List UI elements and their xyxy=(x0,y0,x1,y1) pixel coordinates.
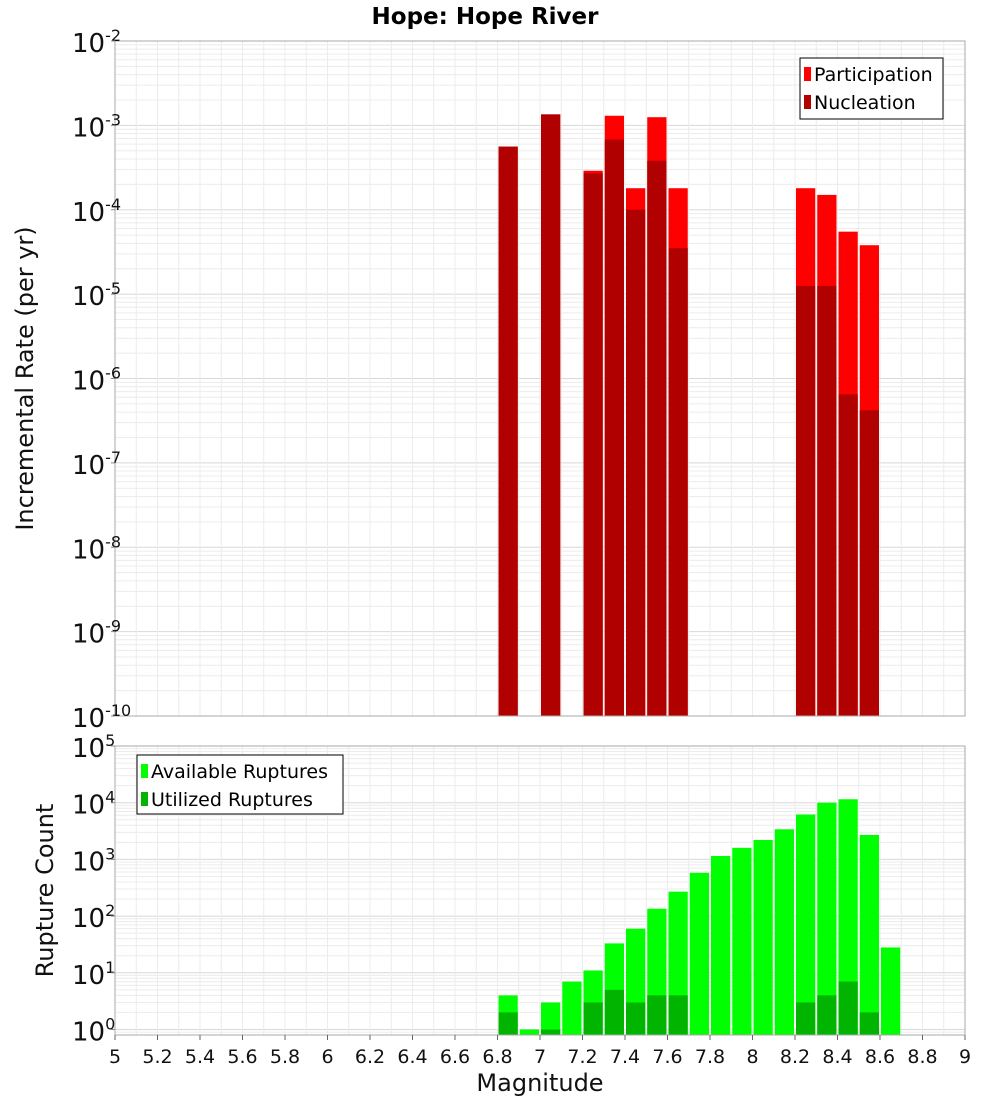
y-tick-label: 103 xyxy=(72,844,115,877)
bar-available-ruptures xyxy=(796,814,816,1035)
x-tick-label: 8.6 xyxy=(865,1046,895,1068)
y-tick-label: 10-3 xyxy=(72,110,121,143)
bar-utilized-ruptures xyxy=(604,989,624,1035)
legend-swatch xyxy=(141,792,148,806)
y-tick-labels: 100 101 102 103 104 105 xyxy=(72,731,115,1048)
legend-box xyxy=(799,57,944,120)
bar-utilized-ruptures xyxy=(626,1002,646,1035)
bar-available-ruptures xyxy=(732,847,752,1035)
y-tick-label: 10-4 xyxy=(72,195,121,228)
y-axis-title: Incremental Rate (per yr) xyxy=(11,226,39,530)
bar-nucleation xyxy=(859,410,879,716)
legend-label: Available Ruptures xyxy=(151,761,328,783)
bar-available-ruptures xyxy=(859,834,879,1035)
x-tick-label: 8 xyxy=(746,1046,758,1068)
x-tick-label: 7.6 xyxy=(652,1046,682,1068)
legend: Participation Nucleation xyxy=(799,57,944,120)
y-tick-label: 102 xyxy=(72,901,115,934)
grid xyxy=(114,40,966,717)
bar-utilized-ruptures xyxy=(817,995,837,1035)
x-tick-label: 5.6 xyxy=(227,1046,257,1068)
bar-nucleation xyxy=(626,209,646,716)
y-axis-title: Rupture Count xyxy=(31,804,59,978)
y-tick-label: 105 xyxy=(72,731,115,764)
x-tick-label: 8.8 xyxy=(907,1046,937,1068)
y-tick-label: 10-5 xyxy=(72,279,121,312)
legend-label: Participation xyxy=(814,64,933,86)
bar-nucleation xyxy=(817,285,837,716)
chart-title: Hope: Hope River xyxy=(372,4,600,30)
legend-swatch xyxy=(141,764,148,778)
x-tick-labels: 5 5.2 5.4 5.6 5.8 6 6.2 6.4 6.6 6.8 7 7.2 7.4 7.6 7.8 8… xyxy=(109,1035,971,1068)
legend-swatch xyxy=(804,95,811,109)
bar-nucleation xyxy=(583,173,603,716)
bar-utilized-ruptures xyxy=(541,1029,561,1035)
legend-label: Utilized Ruptures xyxy=(151,789,313,811)
y-tick-label: 10-6 xyxy=(72,364,121,397)
bar-available-ruptures xyxy=(562,981,582,1035)
x-tick-label: 5 xyxy=(109,1046,121,1068)
rate-panel: 10-2 10-3 10-4 10-5 10-6 10-7 10-8 10-9 10-10 Inc… xyxy=(11,26,966,734)
y-tick-label: 10-9 xyxy=(72,617,121,650)
y-tick-label: 10-10 xyxy=(72,701,131,734)
bar-available-ruptures xyxy=(774,829,794,1035)
legend-box xyxy=(136,754,344,815)
bar-nucleation xyxy=(668,248,688,717)
rupture-count-panel: 100 101 102 103 104 105 5 5.2 5.4 5.6 5.8 6 6.2 6.4 6.… xyxy=(31,731,971,1068)
bar-utilized-ruptures xyxy=(838,981,858,1035)
bar-utilized-ruptures xyxy=(583,1002,603,1035)
legend-label: Nucleation xyxy=(814,92,916,114)
y-tick-label: 10-2 xyxy=(72,26,121,59)
x-tick-label: 6.8 xyxy=(482,1046,512,1068)
x-tick-label: 6.2 xyxy=(355,1046,385,1068)
x-tick-label: 8.2 xyxy=(780,1046,810,1068)
bar-available-ruptures xyxy=(838,799,858,1035)
bar-available-ruptures xyxy=(881,947,901,1035)
y-tick-label: 104 xyxy=(72,788,115,821)
y-tick-label: 101 xyxy=(72,958,115,991)
legend-swatch xyxy=(804,67,811,81)
bar-utilized-ruptures xyxy=(498,1012,518,1035)
x-tick-label: 5.8 xyxy=(270,1046,300,1068)
x-tick-label: 7.8 xyxy=(695,1046,725,1068)
x-tick-label: 6 xyxy=(321,1046,333,1068)
bar-utilized-ruptures xyxy=(796,1002,816,1035)
bar-nucleation xyxy=(604,139,624,716)
bar-utilized-ruptures xyxy=(859,1012,879,1035)
bar-nucleation xyxy=(796,285,816,716)
x-tick-label: 7 xyxy=(534,1046,546,1068)
bar-nucleation xyxy=(838,394,858,716)
x-tick-label: 7.4 xyxy=(610,1046,640,1068)
bar-available-ruptures xyxy=(817,802,837,1035)
bar-available-ruptures xyxy=(519,1029,539,1035)
bar-available-ruptures xyxy=(689,872,709,1035)
x-tick-label: 5.2 xyxy=(142,1046,172,1068)
x-axis-title: Magnitude xyxy=(476,1069,603,1097)
bar-available-ruptures xyxy=(753,839,773,1035)
y-tick-label: 100 xyxy=(72,1015,115,1048)
legend: Available Ruptures Utilized Ruptures xyxy=(136,754,344,815)
y-tick-label: 10-7 xyxy=(72,448,121,481)
bar-utilized-ruptures xyxy=(668,995,688,1035)
x-tick-label: 7.2 xyxy=(567,1046,597,1068)
bar-utilized-ruptures xyxy=(647,995,667,1035)
x-tick-label: 8.4 xyxy=(822,1046,852,1068)
bars xyxy=(498,114,879,717)
y-tick-label: 10-8 xyxy=(72,532,121,565)
bar-available-ruptures xyxy=(541,1002,561,1035)
bar-nucleation xyxy=(498,146,518,716)
bar-nucleation xyxy=(541,114,561,716)
bar-nucleation xyxy=(647,160,667,717)
x-tick-label: 6.6 xyxy=(440,1046,470,1068)
x-tick-label: 5.4 xyxy=(185,1046,215,1068)
x-tick-label: 9 xyxy=(959,1046,971,1068)
x-tick-label: 6.4 xyxy=(397,1046,427,1068)
bar-available-ruptures xyxy=(711,855,731,1035)
y-tick-labels: 10-2 10-3 10-4 10-5 10-6 10-7 10-8 10-9 10-10 xyxy=(72,26,131,734)
bars xyxy=(498,799,901,1035)
